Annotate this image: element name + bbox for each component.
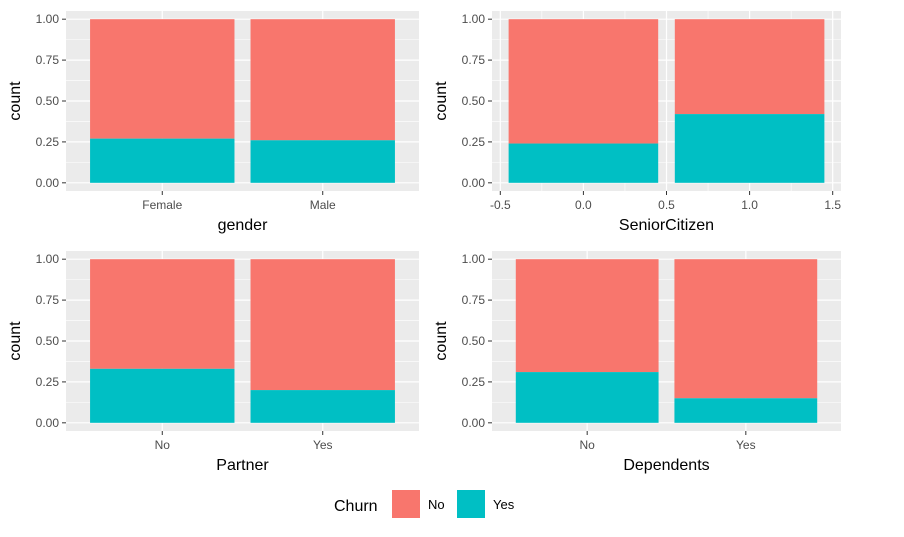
y-tick-label: 0.75 [36,293,60,307]
legend-key-yes [457,490,485,518]
x-tick-label: -0.5 [490,198,511,212]
y-tick-label: 0.25 [36,375,60,389]
x-tick-label: 1.0 [741,198,758,212]
y-tick-label: 0.75 [462,293,486,307]
chart-panel-3: 0.00 0.25 0.50 0.75 1.00 No Yes Partner count [7,251,419,474]
y-tick-label: 0.00 [36,176,60,190]
bar-segment-yes [250,390,395,423]
bar-segment-no [90,19,235,139]
x-tick-label: Female [142,198,182,212]
y-tick-label: 0.00 [36,416,60,430]
y-tick-label: 0.75 [36,53,60,67]
y-axis-title: count [433,321,450,361]
x-tick-label: No [580,438,596,452]
y-axis-title: count [7,321,24,361]
bar-segment-no [250,19,395,141]
bar-segment-yes [515,372,659,423]
legend-title: Churn [334,498,378,515]
chart-panel-4: 0.00 0.25 0.50 0.75 1.00 No Yes Dependents count [433,251,841,474]
x-tick-label: 1.5 [824,198,841,212]
bar-segment-no [674,259,818,399]
x-axis-title: Partner [216,457,269,474]
x-tick-label: 0.5 [658,198,675,212]
x-tick-label: 0.0 [575,198,592,212]
legend-key-no [392,490,420,518]
chart-panel-1: 0.00 0.25 0.50 0.75 1.00 Female Male gender coun… [7,11,419,234]
y-tick-label: 1.00 [462,12,486,26]
x-axis-title: SeniorCitizen [619,217,714,234]
x-tick-label: Yes [736,438,756,452]
y-tick-label: 0.00 [462,176,486,190]
bar-segment-no [90,259,235,369]
y-tick-label: 0.75 [462,53,486,67]
bar-segment-yes [250,140,395,183]
y-tick-label: 0.50 [462,94,486,108]
bar-segment-no [674,19,825,115]
y-tick-label: 0.50 [36,94,60,108]
x-axis-title: Dependents [623,457,709,474]
legend: Churn No Yes [334,490,515,518]
y-tick-label: 1.00 [36,252,60,266]
y-tick-label: 0.25 [462,135,486,149]
y-tick-label: 1.00 [462,252,486,266]
y-tick-label: 1.00 [36,12,60,26]
y-axis-title: count [7,81,24,121]
y-tick-label: 0.50 [36,334,60,348]
x-tick-label: Yes [313,438,333,452]
y-axis-title: count [433,81,450,121]
y-tick-label: 0.50 [462,334,486,348]
bar-segment-yes [90,138,235,183]
x-tick-label: Male [310,198,336,212]
bar-segment-yes [508,143,659,183]
bar-segment-no [515,259,659,373]
x-axis-title: gender [218,217,268,234]
legend-label: Yes [493,497,515,512]
x-tick-label: No [155,438,171,452]
legend-label: No [428,497,445,512]
bar-segment-yes [674,398,818,423]
bar-segment-yes [674,114,825,183]
y-tick-label: 0.25 [462,375,486,389]
y-tick-label: 0.00 [462,416,486,430]
bar-segment-no [250,259,395,391]
bar-segment-yes [90,368,235,423]
chart-panel-2: 0.00 0.25 0.50 0.75 1.00 -0.5 0.0 0.5 1.0 1.5 Seni… [433,11,841,234]
y-tick-label: 0.25 [36,135,60,149]
bar-segment-no [508,19,659,144]
